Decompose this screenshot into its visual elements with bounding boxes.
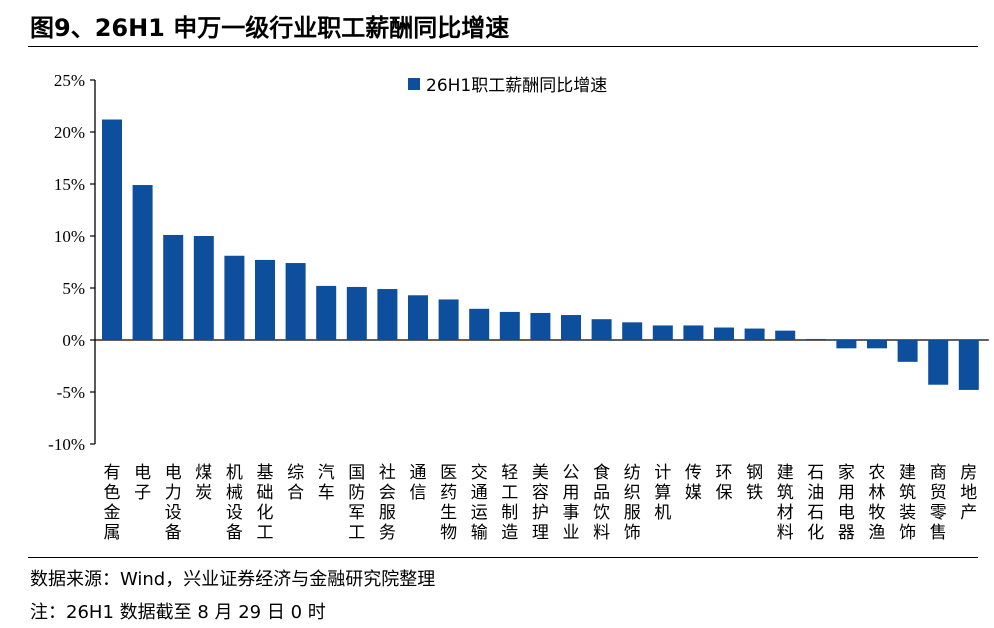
x-category-label: 煤炭 — [195, 463, 212, 503]
bar — [836, 340, 857, 349]
y-tick-label: 10% — [54, 227, 85, 246]
y-tick-label: -10% — [48, 435, 85, 454]
x-category-label: 商贸零售 — [930, 463, 947, 543]
x-category-label: 房地产 — [960, 463, 977, 523]
bar — [408, 295, 428, 340]
bar — [591, 319, 612, 340]
bar — [714, 327, 734, 340]
x-category-label: 轻工制造 — [501, 463, 518, 543]
bar — [285, 263, 306, 340]
bar — [499, 311, 520, 340]
x-category-label: 国防军工 — [348, 463, 365, 543]
x-category-label: 公用事业 — [563, 463, 580, 543]
bar — [469, 308, 490, 340]
bar — [316, 285, 337, 340]
x-category-label: 社会服务 — [379, 463, 396, 543]
y-tick-label: 25% — [54, 71, 85, 90]
x-category-label: 美容护理 — [532, 463, 549, 543]
x-category-label: 纺织服饰 — [624, 463, 641, 543]
bar — [102, 119, 122, 341]
y-tick-label: 15% — [54, 175, 85, 194]
title-divider — [28, 46, 978, 47]
legend-swatch — [408, 78, 420, 90]
bar — [652, 325, 673, 340]
bar — [530, 312, 551, 340]
footer-divider — [28, 557, 978, 558]
x-category-label: 计算机 — [654, 463, 671, 523]
y-axis: -10% -5% 0% 5% 10% 15% 20% 25% — [48, 71, 989, 454]
x-category-label: 机械设备 — [226, 463, 243, 543]
x-category-label: 汽车 — [318, 463, 335, 503]
bar — [438, 299, 459, 340]
x-category-label: 传媒 — [685, 463, 702, 503]
x-category-label: 医药生物 — [440, 463, 457, 543]
bar — [867, 340, 887, 349]
x-category-label: 电子 — [134, 463, 151, 503]
bar — [346, 286, 367, 340]
x-category-label: 建筑装饰 — [899, 463, 916, 543]
bar — [622, 322, 643, 340]
y-tick-label: 20% — [54, 123, 85, 142]
x-category-label: 交通运输 — [471, 463, 488, 543]
x-category-label: 基础化工 — [257, 463, 274, 543]
bar — [744, 328, 765, 340]
bar — [193, 236, 214, 340]
x-axis-labels: 有色金属电子电力设备煤炭机械设备基础化工综合汽车国防军工社会服务通信医药生物交通… — [104, 463, 978, 543]
chart-title: 图9、26H1 申万一级行业职工薪酬同比增速 — [30, 14, 510, 42]
x-category-label: 环保 — [716, 463, 733, 503]
legend-label: 26H1职工薪酬同比增速 — [426, 76, 607, 96]
bar — [224, 255, 245, 340]
x-category-label: 有色金属 — [104, 463, 121, 543]
bar — [163, 234, 184, 340]
bars — [102, 119, 979, 390]
x-category-label: 电力设备 — [165, 463, 182, 543]
bar-chart: -10% -5% 0% 5% 10% 15% 20% 25% 有色金属电子电力设备煤炭机械设备… — [48, 71, 989, 543]
bar — [775, 330, 796, 340]
bar — [805, 338, 826, 340]
x-category-label: 食品饮料 — [593, 463, 610, 543]
bar — [683, 325, 704, 340]
bar — [958, 340, 979, 390]
y-tick-label: -5% — [57, 383, 85, 402]
x-category-label: 综合 — [287, 463, 304, 503]
x-category-label: 家用电器 — [838, 463, 855, 543]
bar — [897, 340, 918, 362]
bar — [255, 259, 275, 340]
bar — [561, 315, 581, 340]
legend: 26H1职工薪酬同比增速 — [408, 76, 607, 96]
x-category-label: 农林牧渔 — [869, 463, 886, 543]
bar — [377, 289, 398, 340]
source-note: 数据来源：Wind，兴业证券经济与金融研究院整理 — [30, 569, 436, 590]
x-category-label: 石油石化 — [807, 463, 824, 543]
y-tick-label: 5% — [62, 279, 85, 298]
x-category-label: 通信 — [410, 463, 427, 503]
x-category-label: 建筑材料 — [777, 463, 794, 543]
bar — [928, 340, 949, 385]
x-category-label: 钢铁 — [746, 463, 763, 503]
y-tick-label: 0% — [62, 331, 85, 350]
bar — [132, 185, 153, 340]
date-note: 注：26H1 数据截至 8 月 29 日 0 时 — [30, 602, 326, 623]
